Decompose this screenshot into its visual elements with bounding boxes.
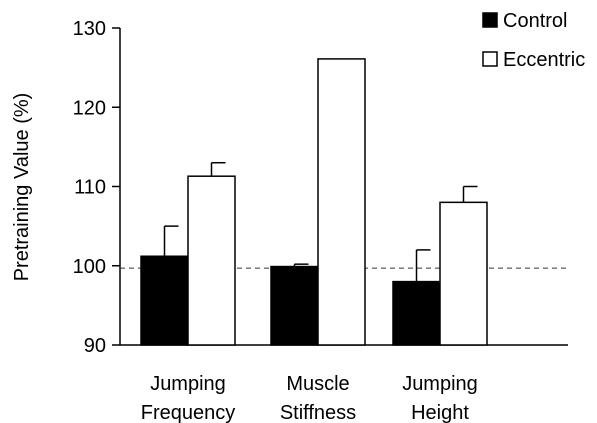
legend-swatch-control — [482, 12, 498, 28]
category-label: Stiffness — [280, 402, 356, 423]
plot-area: 90 100 110 120 130 Jumping Frequency Muscle Stif… — [73, 18, 568, 423]
category-label: Height — [411, 402, 469, 423]
y-axis-label: Pretraining Value (%) — [11, 93, 33, 282]
y-tick-label: 130 — [73, 18, 106, 40]
bar-eccentric — [187, 175, 236, 346]
y-tick-label: 100 — [73, 256, 106, 278]
bar-control — [270, 265, 319, 346]
legend-swatch-eccentric — [482, 51, 498, 67]
y-tick-label: 90 — [84, 335, 106, 357]
category-label: Frequency — [141, 402, 236, 423]
category-label: Jumping — [150, 373, 226, 395]
category-label: Jumping — [402, 373, 478, 395]
bar-control — [392, 280, 441, 346]
legend-label: Eccentric — [503, 49, 585, 71]
legend: Control Eccentric — [482, 10, 585, 71]
bar-control — [140, 255, 189, 346]
y-tick-label: 110 — [74, 177, 106, 199]
bar-eccentric — [317, 58, 366, 346]
legend-label: Control — [503, 10, 567, 32]
category-label: Muscle — [286, 373, 349, 395]
bar-eccentric — [439, 201, 488, 346]
y-tick-label: 120 — [73, 97, 106, 119]
